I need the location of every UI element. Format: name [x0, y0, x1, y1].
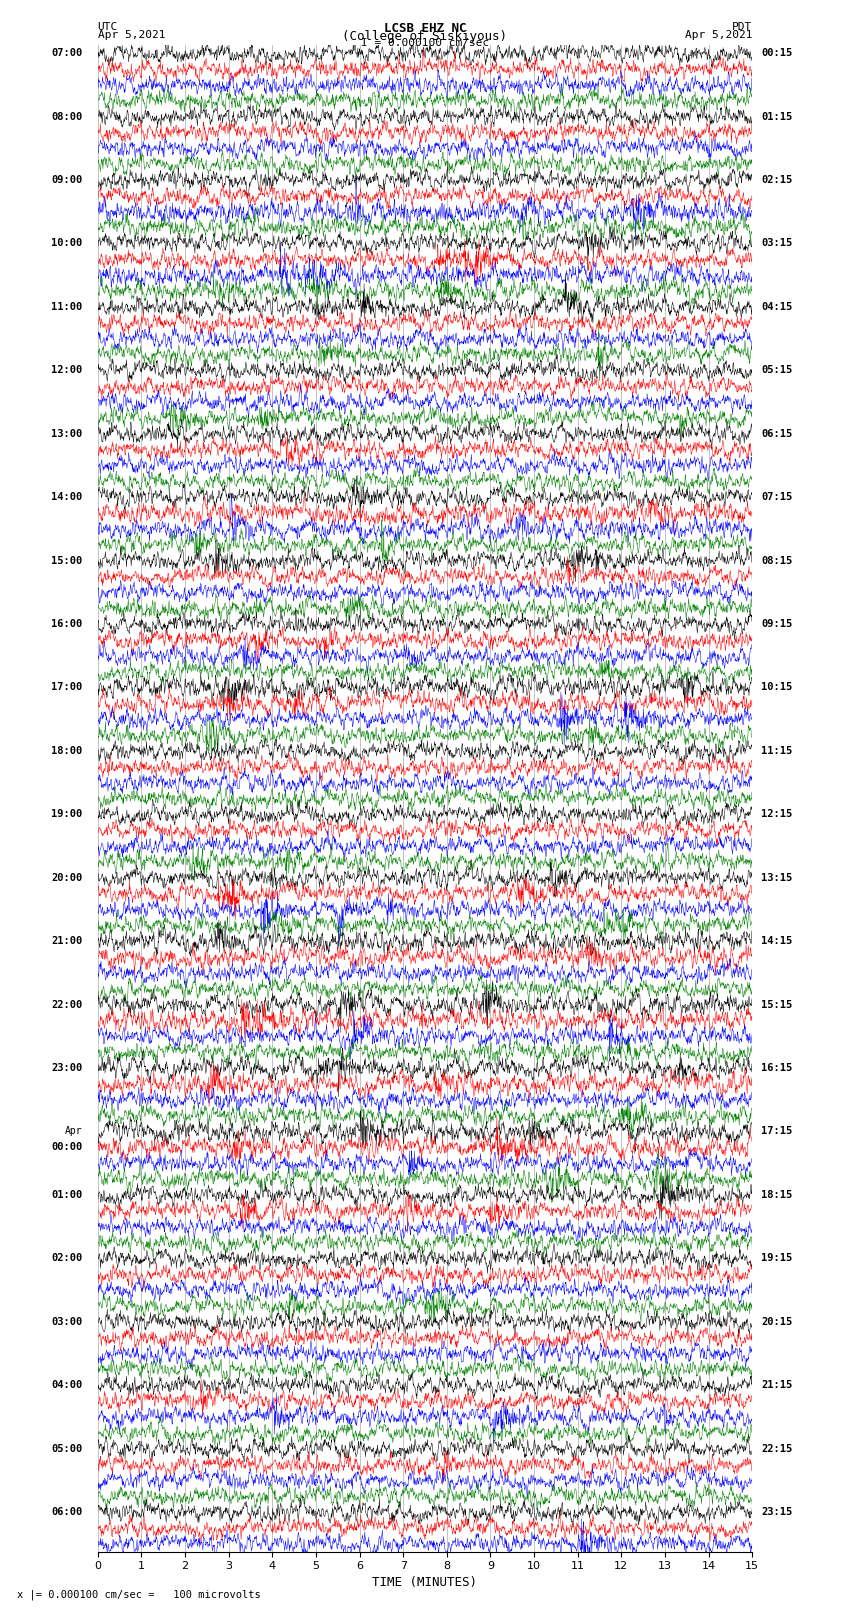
- Text: 02:15: 02:15: [761, 174, 792, 185]
- Text: 10:15: 10:15: [761, 682, 792, 692]
- Text: 22:00: 22:00: [51, 1000, 82, 1010]
- Text: (College of Siskiyous): (College of Siskiyous): [343, 31, 507, 44]
- Text: 01:00: 01:00: [51, 1190, 82, 1200]
- Text: 03:00: 03:00: [51, 1316, 82, 1327]
- Text: 16:00: 16:00: [51, 619, 82, 629]
- Text: 14:00: 14:00: [51, 492, 82, 502]
- Text: 12:15: 12:15: [761, 810, 792, 819]
- Text: 19:15: 19:15: [761, 1253, 792, 1263]
- Text: 02:00: 02:00: [51, 1253, 82, 1263]
- Text: 05:00: 05:00: [51, 1444, 82, 1453]
- Text: 23:15: 23:15: [761, 1507, 792, 1518]
- Text: Apr 5,2021: Apr 5,2021: [685, 31, 752, 40]
- Text: 06:00: 06:00: [51, 1507, 82, 1518]
- Text: 09:15: 09:15: [761, 619, 792, 629]
- Text: 13:00: 13:00: [51, 429, 82, 439]
- Text: Apr: Apr: [65, 1126, 82, 1137]
- Text: 21:00: 21:00: [51, 936, 82, 947]
- Text: 09:00: 09:00: [51, 174, 82, 185]
- Text: 16:15: 16:15: [761, 1063, 792, 1073]
- Text: 14:15: 14:15: [761, 936, 792, 947]
- Text: 17:15: 17:15: [761, 1126, 792, 1137]
- Text: 03:15: 03:15: [761, 239, 792, 248]
- Text: x |= 0.000100 cm/sec =   100 microvolts: x |= 0.000100 cm/sec = 100 microvolts: [17, 1589, 261, 1600]
- Text: 18:15: 18:15: [761, 1190, 792, 1200]
- Text: 07:00: 07:00: [51, 48, 82, 58]
- Text: 20:00: 20:00: [51, 873, 82, 882]
- Text: 01:15: 01:15: [761, 111, 792, 121]
- Text: 08:15: 08:15: [761, 555, 792, 566]
- Text: 13:15: 13:15: [761, 873, 792, 882]
- Text: 21:15: 21:15: [761, 1381, 792, 1390]
- Text: PDT: PDT: [732, 23, 752, 32]
- Text: 22:15: 22:15: [761, 1444, 792, 1453]
- Text: Apr 5,2021: Apr 5,2021: [98, 31, 165, 40]
- Text: 15:15: 15:15: [761, 1000, 792, 1010]
- Text: 18:00: 18:00: [51, 745, 82, 756]
- X-axis label: TIME (MINUTES): TIME (MINUTES): [372, 1576, 478, 1589]
- Text: 12:00: 12:00: [51, 365, 82, 376]
- Text: 06:15: 06:15: [761, 429, 792, 439]
- Text: 11:00: 11:00: [51, 302, 82, 311]
- Text: 11:15: 11:15: [761, 745, 792, 756]
- Text: UTC: UTC: [98, 23, 118, 32]
- Text: 19:00: 19:00: [51, 810, 82, 819]
- Text: 05:15: 05:15: [761, 365, 792, 376]
- Text: 15:00: 15:00: [51, 555, 82, 566]
- Text: 07:15: 07:15: [761, 492, 792, 502]
- Text: 00:15: 00:15: [761, 48, 792, 58]
- Text: 23:00: 23:00: [51, 1063, 82, 1073]
- Text: LCSB EHZ NC: LCSB EHZ NC: [383, 23, 467, 35]
- Text: 04:00: 04:00: [51, 1381, 82, 1390]
- Text: 08:00: 08:00: [51, 111, 82, 121]
- Text: 04:15: 04:15: [761, 302, 792, 311]
- Text: 10:00: 10:00: [51, 239, 82, 248]
- Text: 00:00: 00:00: [51, 1142, 82, 1152]
- Text: I = 0.000100 cm/sec: I = 0.000100 cm/sec: [361, 39, 489, 48]
- Text: 17:00: 17:00: [51, 682, 82, 692]
- Text: 20:15: 20:15: [761, 1316, 792, 1327]
